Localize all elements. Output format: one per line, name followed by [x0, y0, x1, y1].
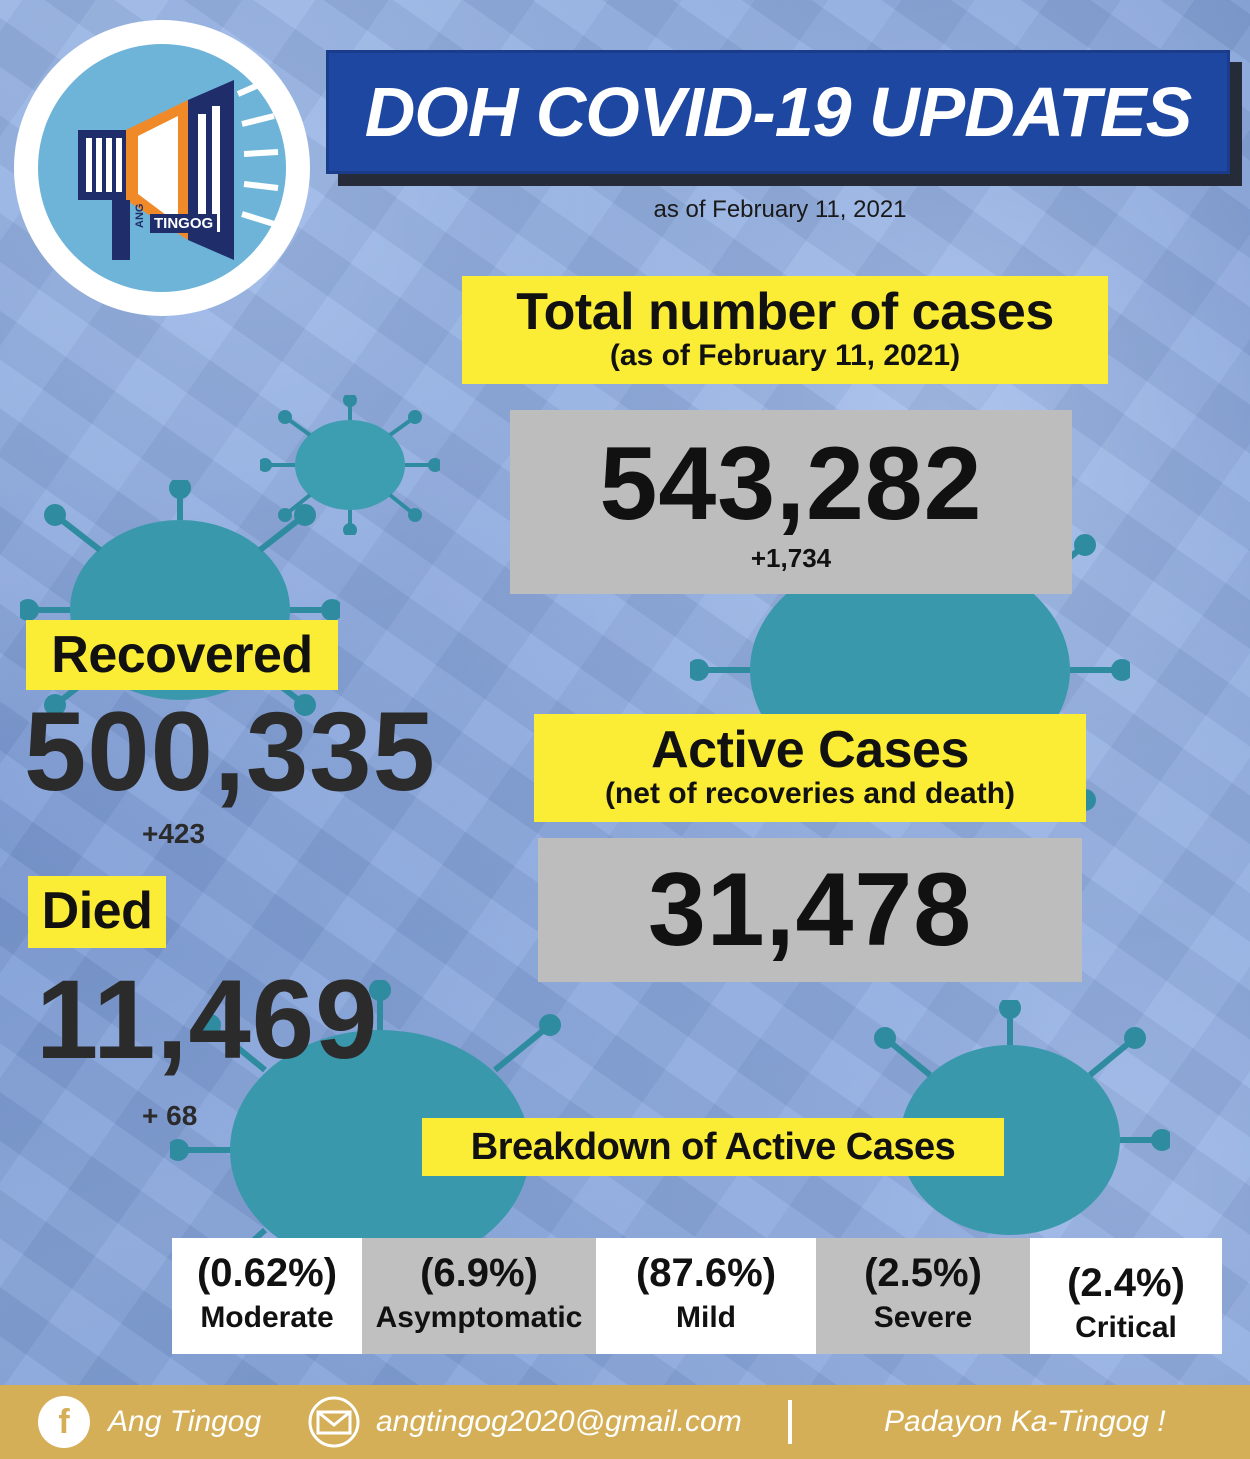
breakdown-label-text: Critical [1075, 1311, 1177, 1344]
breakdown-label: Breakdown of Active Cases [422, 1118, 1004, 1176]
logo-inner: ANG TINGOG [38, 44, 286, 292]
breakdown-cell-asymptomatic: (6.9%) Asymptomatic [362, 1238, 596, 1354]
breakdown-cell-moderate: (0.62%) Moderate [172, 1238, 362, 1354]
virus-illustration [260, 395, 440, 535]
megaphone-icon [78, 77, 279, 260]
breakdown-pct: (2.5%) [864, 1251, 982, 1295]
facebook-link[interactable]: f Ang Tingog [38, 1385, 261, 1459]
logo: ANG TINGOG [14, 20, 310, 316]
breakdown-pct: (2.4%) [1067, 1261, 1185, 1305]
email-link[interactable]: angtingog2020@gmail.com [304, 1385, 742, 1459]
recovered-delta: +423 [142, 818, 206, 849]
email-address: angtingog2020@gmail.com [376, 1405, 742, 1438]
breakdown-pct: (0.62%) [196, 1251, 338, 1295]
tagline-text: Padayon Ka-Tingog ! [884, 1405, 1166, 1438]
active-cases-heading: Active Cases [651, 721, 969, 779]
breakdown-label-text: Asymptomatic [375, 1301, 583, 1334]
breakdown-cell-severe: (2.5%) Severe [816, 1238, 1030, 1354]
logo-text-right: TINGOG [150, 214, 218, 233]
died-value: 11,469 [36, 957, 379, 1082]
total-cases-box: 543,282 +1,734 [510, 410, 1072, 594]
total-cases-subheading: (as of February 11, 2021) [609, 339, 961, 372]
page-title: DOH COVID-19 UPDATES [364, 73, 1193, 151]
breakdown-table: (0.62%) Moderate (6.9%) Asymptomatic (87… [172, 1238, 1222, 1354]
breakdown-label-text: Severe [873, 1301, 973, 1334]
total-cases-delta: +1,734 [750, 543, 832, 573]
facebook-icon: f [38, 1396, 90, 1448]
breakdown-pct: (87.6%) [635, 1251, 777, 1295]
total-cases-heading: Total number of cases [516, 283, 1054, 341]
active-cases-label: Active Cases (net of recoveries and deat… [534, 714, 1086, 822]
total-cases-value: 543,282 [599, 426, 983, 542]
mail-icon [308, 1396, 360, 1448]
facebook-name: Ang Tingog [108, 1405, 262, 1438]
recovered-label: Recovered [26, 620, 338, 690]
died-heading: Died [41, 882, 153, 940]
footer: f Ang Tingog angtingog2020@gmail.com Pad… [0, 1385, 1250, 1459]
breakdown-cell-mild: (87.6%) Mild [596, 1238, 816, 1354]
breakdown-label-text: Moderate [200, 1301, 334, 1334]
footer-divider [788, 1400, 792, 1444]
breakdown-label-text: Mild [676, 1301, 736, 1334]
died-delta: + 68 [142, 1100, 198, 1131]
recovered-value: 500,335 [24, 689, 436, 814]
breakdown-pct: (6.9%) [420, 1251, 538, 1295]
as-of-date: as of February 11, 2021 [653, 196, 907, 223]
recovered-heading: Recovered [51, 626, 313, 684]
died-label: Died [28, 876, 166, 948]
breakdown-heading: Breakdown of Active Cases [470, 1126, 956, 1168]
active-cases-subheading: (net of recoveries and death) [604, 777, 1016, 810]
active-cases-value: 31,478 [647, 852, 973, 968]
total-cases-label: Total number of cases (as of February 11… [462, 276, 1108, 384]
tagline: Padayon Ka-Tingog ! [884, 1385, 1166, 1459]
title-banner: DOH COVID-19 UPDATES [326, 50, 1230, 174]
logo-text-left: ANG [134, 203, 146, 228]
virus-illustration [850, 1000, 1170, 1235]
breakdown-cell-critical: (2.4%) Critical [1030, 1238, 1222, 1354]
active-cases-box: 31,478 [538, 838, 1082, 982]
